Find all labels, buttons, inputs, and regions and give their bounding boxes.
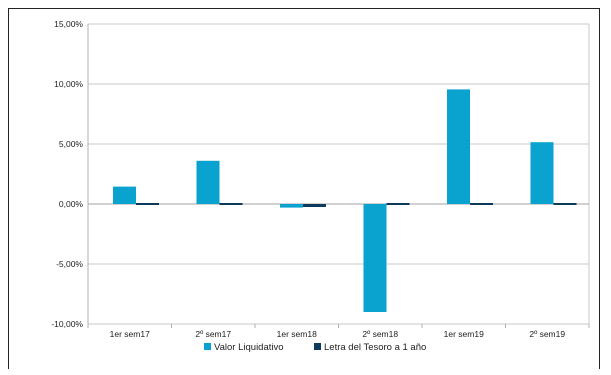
legend-label: Letra del Tesoro a 1 año [324,342,426,353]
bar-letra-del-tesoro [386,203,410,205]
y-tick-label: 5,00% [59,139,84,149]
y-tick-label: 15,00% [54,19,83,29]
y-tick-label: 0,00% [59,199,84,209]
bar-valor-liquidativo [447,89,470,204]
x-tick-label: 1er sem18 [277,329,317,339]
legend-swatch [314,343,321,350]
bar-valor-liquidativo [113,186,136,204]
legend-label: Valor Liquidativo [214,342,284,353]
x-tick-label: 1er sem19 [444,329,484,339]
bar-valor-liquidativo [280,204,303,208]
y-tick-label: -5,00% [56,259,83,269]
x-tick-label: 1er sem17 [110,329,150,339]
y-tick-label: -10,00% [51,319,83,329]
bar-valor-liquidativo [363,204,387,312]
legend-swatch [204,343,211,350]
x-tick-label: 2º sem19 [529,329,565,339]
bar-letra-del-tesoro [219,203,243,205]
chart-frame: -10,00% -5,00% 0,00% 5,00% 10,00% 15,00% 1er s… [8,8,600,369]
x-tick-label: 2º sem17 [195,329,231,339]
bar-letra-del-tesoro [136,203,159,205]
bar-valor-liquidativo [196,160,220,204]
y-tick-label: 10,00% [54,79,83,89]
bar-letra-del-tesoro [470,203,493,205]
bar-letra-del-tesoro [553,203,577,205]
bar-valor-liquidativo [530,142,554,204]
x-tick-label: 2º sem18 [362,329,398,339]
bar-chart: -10,00% -5,00% 0,00% 5,00% 10,00% 15,00% 1er s… [51,19,590,353]
bar-letra-del-tesoro [303,204,326,207]
